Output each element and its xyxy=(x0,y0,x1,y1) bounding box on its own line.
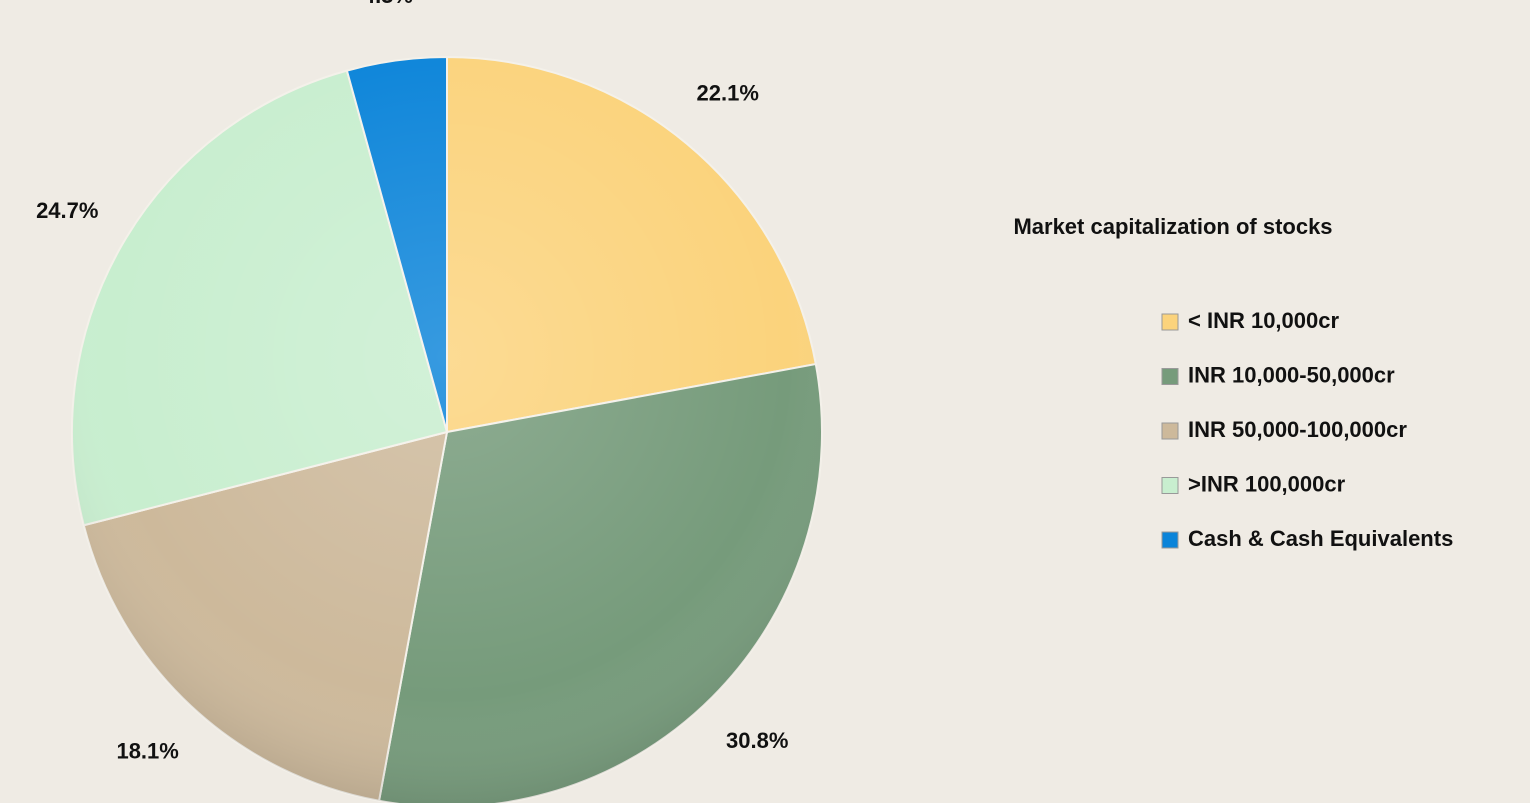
data-label: 24.7% xyxy=(36,198,98,223)
legend-label: Cash & Cash Equivalents xyxy=(1188,526,1453,551)
data-label: 18.1% xyxy=(116,739,178,764)
data-label: 4.3% xyxy=(363,0,413,8)
legend-label: >INR 100,000cr xyxy=(1188,471,1346,496)
legend-label: INR 50,000-100,000cr xyxy=(1188,417,1407,442)
legend-swatch xyxy=(1161,531,1179,549)
legend-swatch xyxy=(1161,313,1179,331)
legend-label: < INR 10,000cr xyxy=(1188,308,1339,333)
legend-label: INR 10,000-50,000cr xyxy=(1188,362,1395,387)
data-label: 30.8% xyxy=(726,728,788,753)
legend-swatch xyxy=(1161,422,1179,440)
chart-title: Market capitalization of stocks xyxy=(1013,214,1332,239)
legend-swatch xyxy=(1161,477,1179,494)
legend-swatch xyxy=(1161,368,1179,385)
data-label: 22.1% xyxy=(697,81,759,106)
